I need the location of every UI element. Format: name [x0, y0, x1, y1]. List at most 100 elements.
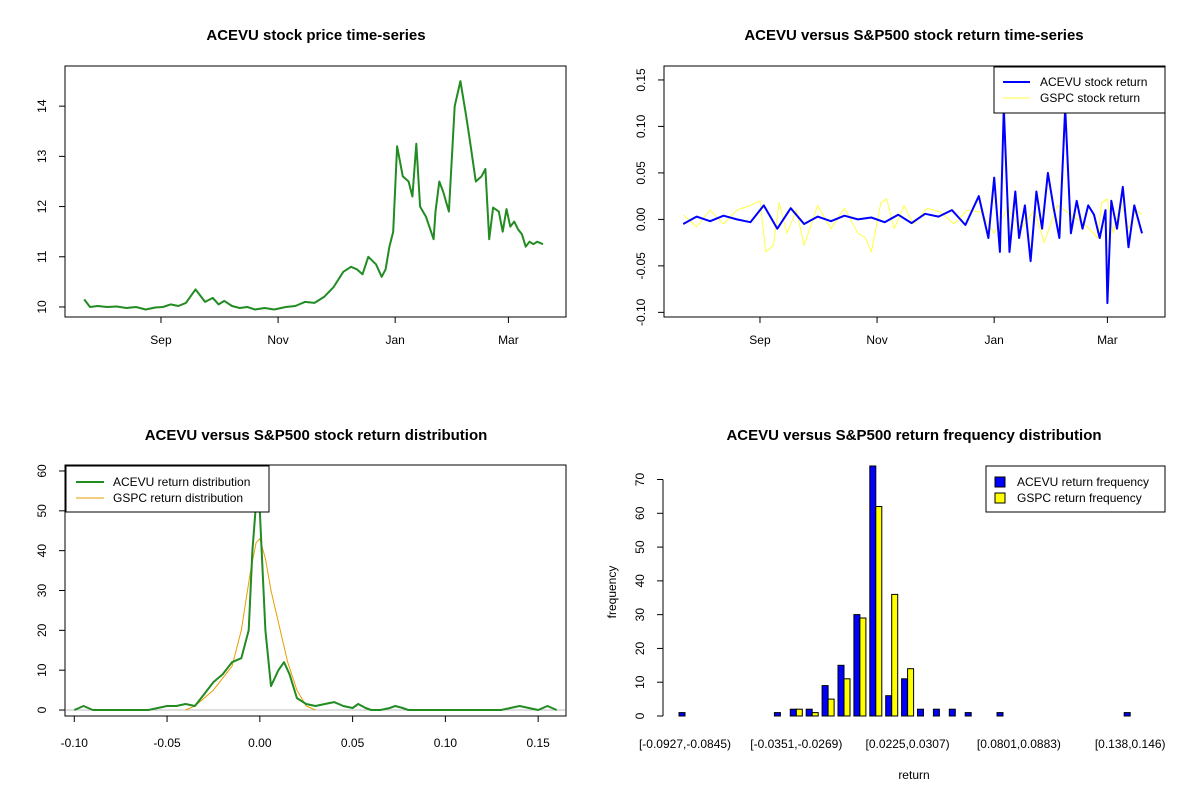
y-tick-label: 10 — [35, 663, 49, 677]
bar-acevu — [901, 678, 909, 717]
x-tick-label: 0.05 — [341, 736, 365, 750]
bar-acevu — [917, 708, 924, 717]
x-tick-label: -0.10 — [61, 736, 89, 750]
series-line-acevu-density — [73, 501, 558, 711]
bar-gspc — [827, 698, 835, 717]
plot-area — [83, 80, 544, 311]
x-tick-label: Jan — [385, 333, 404, 347]
y-tick-label: 14 — [35, 99, 49, 113]
y-tick-label: 11 — [35, 250, 49, 263]
y-tick-label: 0.10 — [634, 114, 648, 138]
y-axis-label: frequency — [605, 566, 619, 619]
y-axis: 0 10 20 30 40 50 60 70 — [633, 473, 664, 719]
y-tick-label: 70 — [633, 473, 647, 487]
x-axis: Sep Nov Jan Mar — [150, 317, 519, 347]
y-tick-label: 12 — [35, 200, 49, 214]
series-line-gspc-density — [185, 538, 316, 711]
bar-acevu — [1123, 712, 1131, 717]
legend-label-gspc: GSPC return frequency — [1017, 491, 1142, 505]
bar-acevu — [678, 712, 686, 717]
x-tick-label: Mar — [1097, 333, 1118, 347]
plot-frame — [64, 65, 567, 318]
bar-acevu — [885, 695, 893, 717]
chart-title: ACEVU versus S&P500 stock return distrib… — [145, 427, 488, 444]
x-tick-label: -0.05 — [153, 736, 181, 750]
bar-acevu — [837, 664, 845, 717]
bar-acevu — [821, 685, 829, 717]
x-tick-label: [0.0225,0.0307) — [866, 737, 950, 751]
bar-acevu — [869, 465, 877, 717]
series-line-price — [83, 80, 544, 311]
x-tick-label: [0.138,0.146) — [1095, 737, 1166, 751]
bar-acevu — [964, 712, 972, 717]
y-axis: 0 10 20 30 40 50 60 — [35, 464, 66, 713]
y-tick-label: -0.05 — [634, 252, 648, 280]
x-axis-label: return — [898, 768, 929, 782]
x-tick-label: 0.10 — [434, 736, 458, 750]
return-timeseries-panel: ACEVU versus S&P500 stock return time-se… — [634, 27, 1166, 347]
x-tick-label: Nov — [267, 333, 288, 347]
y-tick-label: 40 — [35, 544, 49, 558]
chart-title: ACEVU stock price time-series — [206, 27, 425, 44]
x-tick-label: Jan — [984, 333, 1003, 347]
y-tick-label: 30 — [35, 584, 49, 598]
chart-title: ACEVU versus S&P500 return frequency dis… — [726, 427, 1101, 444]
chart-title: ACEVU versus S&P500 stock return time-se… — [744, 27, 1083, 44]
series-line-gspc — [682, 198, 1143, 253]
legend-box — [65, 465, 270, 513]
bar-gspc — [811, 712, 819, 717]
x-tick-label: 0.15 — [526, 736, 550, 750]
legend-label-acevu: ACEVU stock return — [1040, 75, 1147, 89]
bar-gspc — [907, 668, 915, 717]
x-tick-label: Sep — [749, 333, 771, 347]
legend-swatch-acevu — [994, 476, 1006, 488]
x-tick-label: 0.00 — [248, 736, 272, 750]
bar-acevu — [996, 712, 1004, 717]
y-tick-label: 13 — [35, 149, 49, 163]
legend: ACEVU stock return GSPC stock return — [993, 66, 1166, 114]
bar-gspc — [891, 593, 899, 717]
bar-acevu — [805, 708, 813, 717]
x-axis: -0.10 -0.05 0.00 0.05 0.10 0.15 — [61, 715, 550, 750]
plot-area — [66, 501, 565, 711]
x-tick-label: [0.0801,0.0883) — [977, 737, 1061, 751]
bar-acevu — [773, 712, 781, 717]
x-tick-label: Nov — [866, 333, 887, 347]
bar-gspc — [795, 708, 803, 717]
legend-box — [985, 465, 1166, 513]
y-tick-label: 0.05 — [634, 161, 648, 185]
y-tick-label: 20 — [35, 623, 49, 637]
return-distribution-panel: ACEVU versus S&P500 stock return distrib… — [35, 427, 567, 750]
y-tick-label: 20 — [633, 641, 647, 655]
bar-acevu — [789, 708, 797, 717]
plot-area — [682, 106, 1143, 305]
bar-acevu — [853, 614, 861, 717]
legend-label-acevu: ACEVU return frequency — [1017, 475, 1149, 489]
y-tick-label: 0 — [35, 706, 49, 713]
legend: ACEVU return distribution GSPC return di… — [65, 465, 270, 513]
x-axis: [-0.0927,-0.0845) [-0.0351,-0.0269) [0.022… — [639, 737, 1166, 751]
y-tick-label: 60 — [633, 506, 647, 520]
y-tick-label: 0.00 — [634, 207, 648, 231]
legend: ACEVU return frequency GSPC return frequ… — [985, 465, 1166, 513]
y-tick-label: -0.10 — [634, 298, 648, 326]
y-tick-label: 10 — [633, 675, 647, 689]
legend-box — [993, 66, 1166, 114]
bar-acevu — [932, 708, 940, 717]
x-axis: Sep Nov Jan Mar — [749, 317, 1118, 347]
legend-label-acevu: ACEVU return distribution — [113, 475, 250, 489]
y-tick-label: 50 — [35, 504, 49, 518]
x-tick-label: [-0.0351,-0.0269) — [750, 737, 842, 751]
y-tick-label: 0 — [633, 712, 647, 719]
x-tick-label: Sep — [150, 333, 172, 347]
x-tick-label: [-0.0927,-0.0845) — [639, 737, 731, 751]
y-axis: -0.10 -0.05 0.00 0.05 0.10 0.15 — [634, 68, 665, 326]
y-tick-label: 0.15 — [634, 68, 648, 92]
y-tick-label: 50 — [633, 540, 647, 554]
return-frequency-panel: ACEVU versus S&P500 return frequency dis… — [605, 427, 1166, 782]
price-timeseries-panel: ACEVU stock price time-series Sep Nov Jan M… — [35, 27, 567, 347]
y-tick-label: 10 — [35, 300, 49, 314]
y-axis: 10 11 12 13 14 — [35, 99, 66, 314]
bar-gspc — [843, 678, 851, 717]
